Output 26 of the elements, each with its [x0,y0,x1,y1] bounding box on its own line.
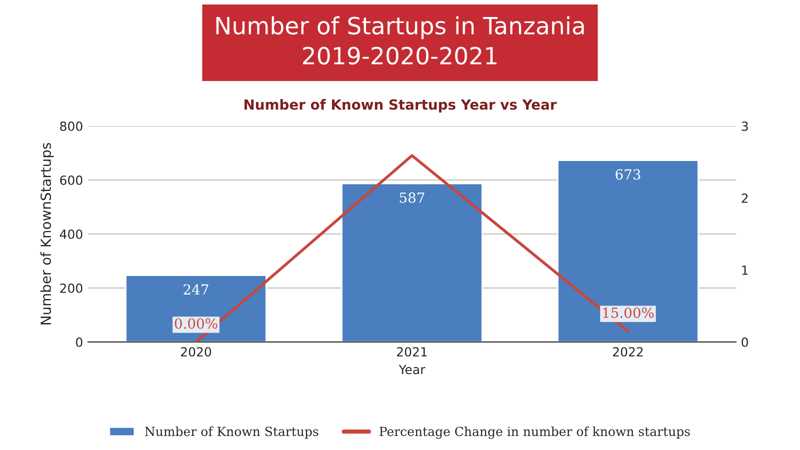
bar [557,160,699,342]
legend-label: Number of Known Startups [145,426,318,439]
y-tick-label: 400 [60,229,82,239]
y2-tick-label: 3 [742,121,748,131]
legend-label: Percentage Change in number of known startups [380,426,690,439]
chart-title: Number of Startups in Tanzania 2019-2020-2021 [216,16,584,65]
chart-subtitle: Number of Known Startups Year vs Year [244,99,557,112]
x-tick-label: 2022 [613,347,643,357]
data-label: 673 [616,169,640,180]
y-tick-label: 200 [60,283,82,293]
x-tick-label: 2021 [397,347,427,357]
data-label: 247 [184,284,208,295]
data-label: 587 [400,192,424,203]
x-tick-label: 2020 [181,347,212,357]
y-tick-label: 800 [60,121,82,131]
bar [341,182,483,342]
y2-tick-label: 2 [742,193,748,203]
y-tick-label: 600 [60,175,82,185]
bar [125,274,267,342]
y2-tick-label: 1 [742,266,748,275]
x-axis-title: Year [398,364,426,374]
y-tick-label: 0 [76,337,82,347]
y2-tick-label: 0 [742,337,748,347]
y-axis-title: Number of KnownStartups [40,142,54,324]
data-label: 0.00% [174,318,218,329]
data-label: 15.00% [603,307,654,318]
